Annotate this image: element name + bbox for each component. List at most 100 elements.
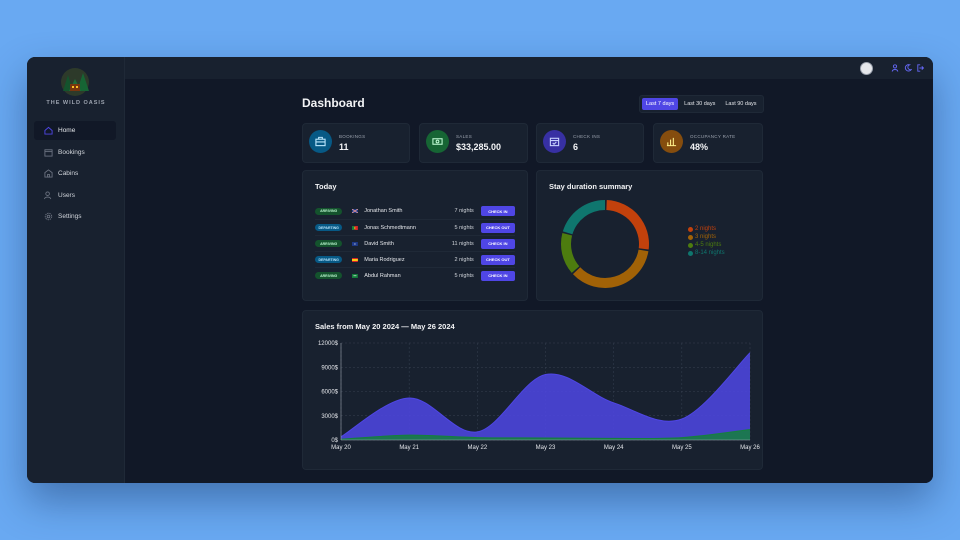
stat-value: 11 (339, 142, 349, 152)
flag-icon (352, 257, 359, 262)
legend-item: 4-5 nights (688, 242, 725, 248)
legend-label: 2 nights (695, 226, 717, 232)
sidebar-item-users[interactable]: Users (34, 186, 116, 205)
stat-value: $33,285.00 (456, 142, 502, 152)
y-tick-label: 6000$ (321, 390, 338, 396)
table-row: DEPARTING Jonas Schmedtmann 5 nights CHE… (315, 219, 515, 235)
stat-label: BOOKINGS (339, 134, 366, 139)
guest-name: Maria Rodriguez (364, 256, 405, 263)
logout-icon[interactable] (917, 64, 925, 72)
series-area (341, 352, 750, 440)
stat-value: 48% (690, 142, 709, 152)
gear-icon (44, 212, 53, 221)
series-area (341, 429, 750, 440)
filter-last-30-days-button[interactable]: Last 30 days (684, 101, 716, 107)
check-in-button[interactable]: CHECK IN (480, 270, 515, 281)
status-badge: DEPARTING (315, 256, 343, 263)
flag-icon (352, 241, 359, 246)
legend-label: 8-14 nights (695, 250, 725, 256)
guest-name: Jonathan Smith (364, 208, 403, 214)
status-badge: ARRIVING (315, 207, 343, 215)
x-tick-label: May 24 (604, 445, 624, 451)
today-title: Today (315, 182, 337, 191)
users-icon (44, 190, 53, 200)
check-out-button[interactable]: CHECK OUT (480, 222, 515, 233)
sidebar: THE WILD OASIS Home Bookings Cabins (27, 57, 125, 483)
app-name: THE WILD OASIS (46, 100, 106, 106)
check-out-button[interactable]: CHECK OUT (480, 254, 515, 265)
stat-label: OCCUPANCY RATE (690, 134, 736, 139)
page-title: Dashboard (302, 96, 365, 110)
sales-panel: Sales from May 20 2024 — May 26 2024 0$ 3… (302, 310, 763, 470)
donut-slice (562, 200, 605, 235)
legend-dot (688, 250, 693, 256)
stay-duration-legend: 2 nights 3 nights 4-5 nights 8-14 nights (688, 226, 725, 258)
x-tick-label: May 21 (399, 445, 419, 451)
stat-value: 6 (573, 142, 579, 152)
sidebar-item-label: Cabins (58, 170, 79, 177)
y-tick-label: 12000$ (318, 341, 339, 347)
nights: 5 nights (454, 272, 474, 279)
legend-dot (688, 242, 693, 248)
y-tick-label: 0$ (331, 438, 338, 444)
table-row: DEPARTING Maria Rodriguez 2 nights CHECK… (315, 251, 515, 267)
filter-last-90-days-button[interactable]: Last 90 days (725, 101, 757, 107)
sidebar-item-bookings[interactable]: Bookings (34, 143, 116, 162)
stat-card-bookings: BOOKINGS 11 (302, 123, 410, 163)
y-tick-label: 3000$ (321, 414, 338, 420)
sales-chart: 0$ 3000$ 6000$ 9000$ 12000$ May 20 May 21 May 2… (318, 341, 761, 451)
date-filter: Last 7 days Last 30 days Last 90 days (639, 95, 764, 113)
guest-name: Jonas Schmedtmann (364, 224, 416, 231)
calendar-check-icon (543, 130, 566, 153)
moon-icon[interactable] (904, 64, 912, 72)
x-tick-label: May 23 (536, 445, 556, 451)
table-row: ARRIVING Abdul Rahman 5 nights CHECK IN (315, 267, 515, 283)
nights: 5 nights (454, 224, 474, 231)
legend-dot (688, 226, 693, 232)
series-line (340, 428, 751, 440)
stay-duration-donut (561, 200, 649, 288)
sidebar-item-label: Bookings (58, 148, 85, 156)
guest-name: David Smith (364, 240, 394, 247)
sidebar-item-cabins[interactable]: Cabins (34, 164, 116, 183)
legend-item: 8-14 nights (688, 250, 725, 256)
flag-icon (352, 273, 359, 278)
y-tick-label: 9000$ (321, 365, 338, 371)
calendar-icon (44, 148, 53, 157)
cabin-icon (44, 169, 53, 178)
table-row: ARRIVING David Smith 11 nights CHECK IN (315, 235, 515, 251)
sales-title: Sales from May 20 2024 — May 26 2024 (315, 322, 455, 331)
stat-label: CHECK INS (573, 134, 601, 139)
today-panel: Today ARRIVING Jonathan Smith 7 nights C… (302, 170, 528, 301)
table-row: ARRIVING Jonathan Smith 7 nights CHECK I… (315, 203, 515, 219)
flag-icon (352, 225, 359, 230)
sidebar-item-settings[interactable]: Settings (34, 207, 116, 226)
stay-duration-panel: Stay duration summary 2 nights 3 nights … (536, 170, 763, 301)
check-in-button[interactable]: CHECK IN (480, 206, 515, 216)
main-nav: Home Bookings Cabins Users (34, 121, 116, 229)
x-tick-label: May 26 (740, 445, 760, 451)
bar-chart-icon (660, 130, 683, 153)
x-tick-label: May 20 (331, 445, 351, 451)
status-badge: ARRIVING (315, 272, 343, 279)
app-window: THE WILD OASIS Home Bookings Cabins (27, 57, 933, 483)
sidebar-item-label: Settings (58, 213, 82, 220)
donut-slice (572, 249, 649, 288)
legend-label: 4-5 nights (695, 242, 722, 248)
user-icon[interactable] (891, 64, 899, 72)
nights: 7 nights (454, 208, 474, 214)
stat-label: SALES (456, 134, 473, 139)
header (125, 57, 933, 79)
legend-dot (688, 234, 693, 240)
check-in-button[interactable]: CHECK IN (480, 238, 515, 249)
legend-label: 3 nights (695, 234, 717, 240)
x-tick-label: May 22 (467, 445, 487, 451)
status-badge: ARRIVING (315, 240, 343, 247)
filter-last-7-days-button[interactable]: Last 7 days (642, 98, 679, 110)
sidebar-item-home[interactable]: Home (34, 121, 116, 140)
sidebar-item-label: Users (58, 191, 75, 199)
logo-icon (61, 68, 89, 96)
home-icon (44, 126, 53, 135)
stat-card-sales: SALES $33,285.00 (419, 123, 528, 163)
avatar[interactable] (860, 62, 873, 75)
